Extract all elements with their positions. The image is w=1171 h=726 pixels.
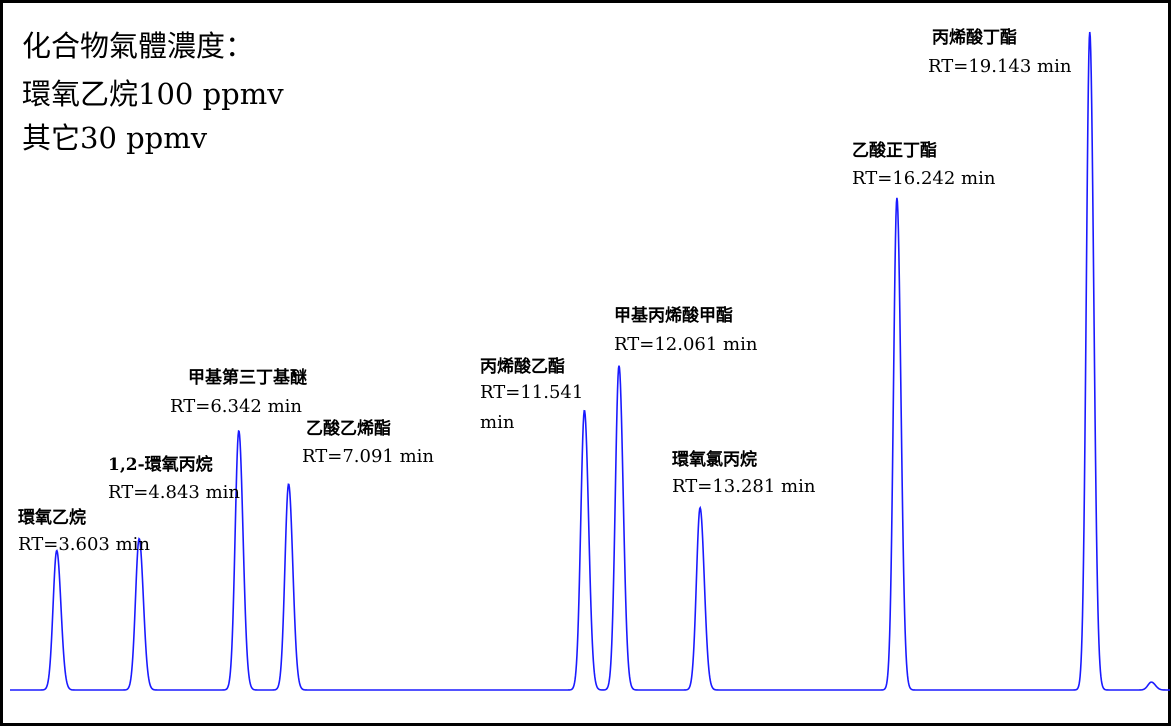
peak-name-7: 環氧氯丙烷: [672, 449, 757, 470]
peak-name-9: 丙烯酸丁酯: [932, 27, 1017, 48]
peak-rt-3: RT=6.342 min: [170, 396, 302, 417]
peak-rt-5-line-2: min: [480, 412, 515, 433]
peak-rt-2: RT=4.843 min: [108, 482, 240, 503]
peak-labels: 環氧乙烷 RT=3.603 min 1,2-環氧丙烷 RT=4.843 min 甲基第三…: [18, 27, 1072, 555]
chart-title-line-1: 化合物氣體濃度：: [22, 29, 254, 63]
chromatogram-trace: [10, 31, 1170, 691]
peak-name-3: 甲基第三丁基醚: [188, 367, 307, 388]
peak-rt-8: RT=16.242 min: [852, 168, 996, 189]
peak-name-1: 環氧乙烷: [18, 507, 86, 528]
peak-rt-7: RT=13.281 min: [672, 476, 816, 497]
peak-rt-5: RT=11.541: [480, 382, 583, 403]
peak-name-2: 1,2-環氧丙烷: [108, 454, 213, 475]
peak-rt-1: RT=3.603 min: [18, 534, 150, 555]
peak-name-8: 乙酸正丁酯: [852, 140, 937, 161]
chart-title-line-3: 其它30 ppmv: [22, 121, 208, 155]
peak-name-4: 乙酸乙烯酯: [306, 418, 391, 439]
peak-rt-4: RT=7.091 min: [302, 446, 434, 467]
peak-name-6: 甲基丙烯酸甲酯: [614, 305, 733, 326]
chart-title-line-2: 環氧乙烷100 ppmv: [22, 77, 284, 111]
peak-rt-9: RT=19.143 min: [928, 56, 1072, 77]
peak-rt-6: RT=12.061 min: [614, 334, 758, 355]
peak-name-5: 丙烯酸乙酯: [480, 356, 565, 377]
